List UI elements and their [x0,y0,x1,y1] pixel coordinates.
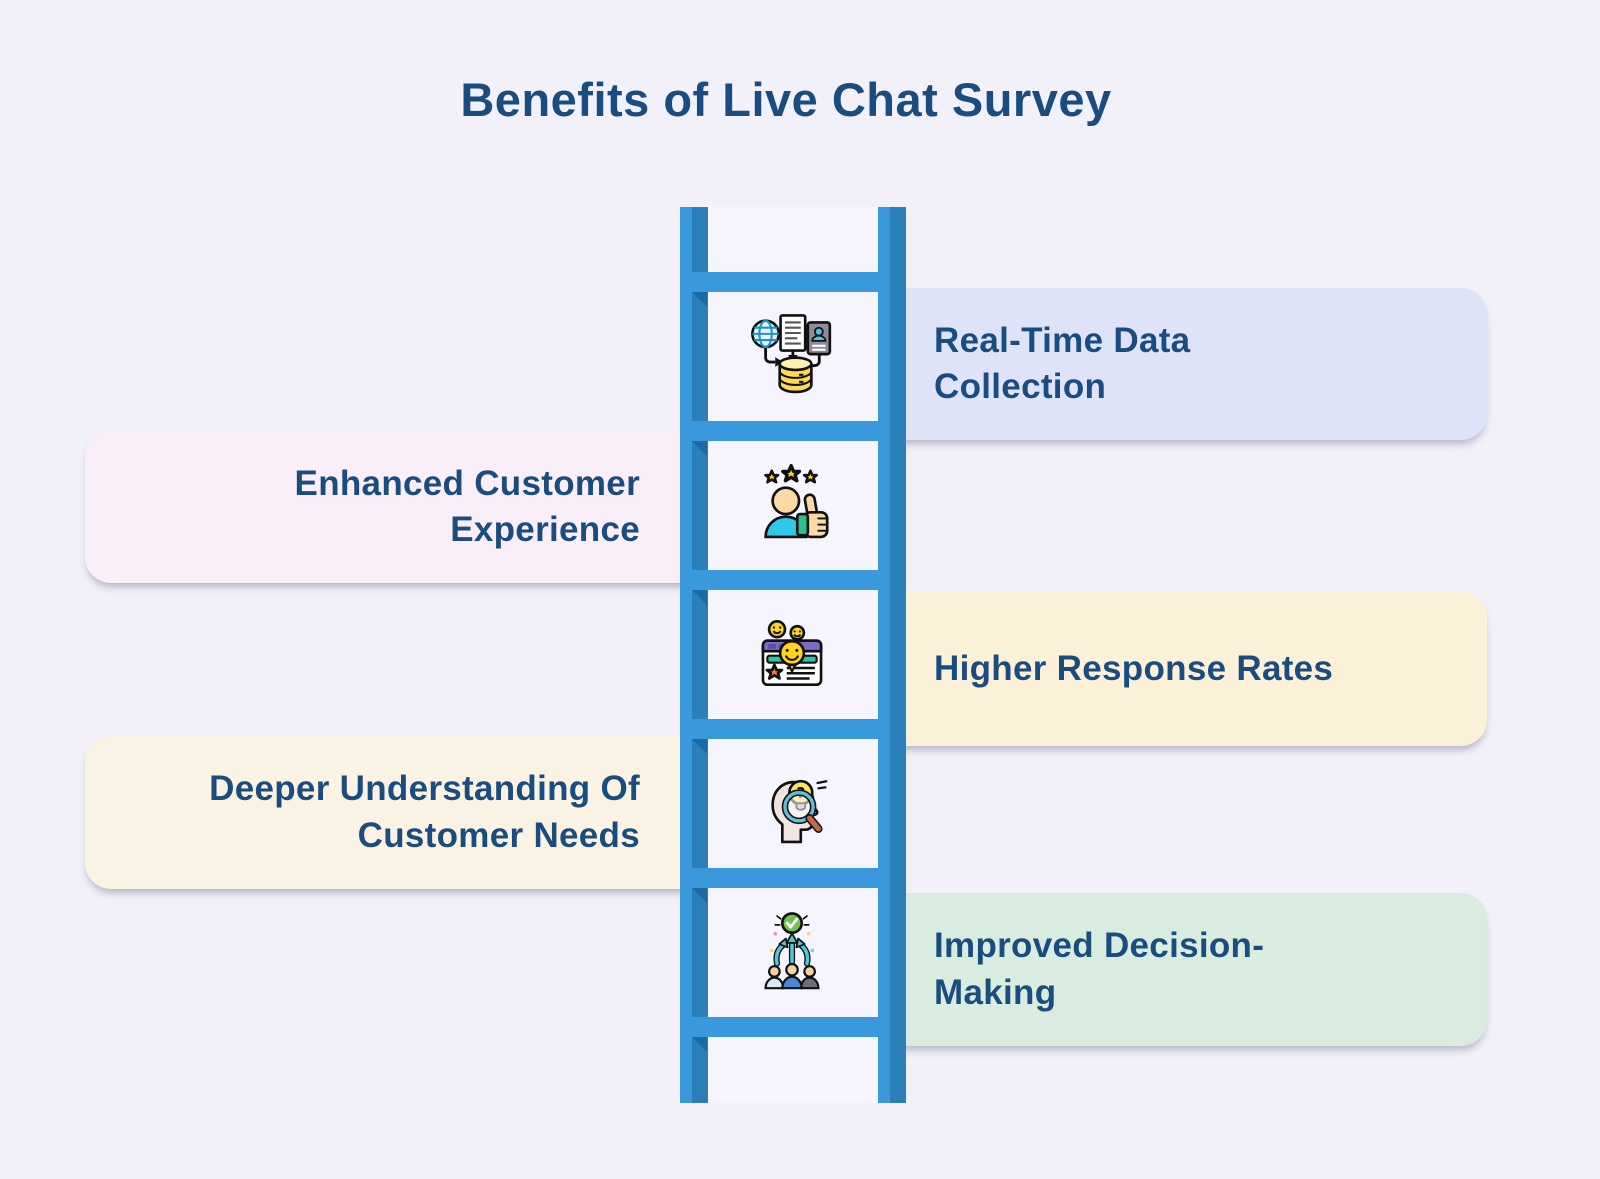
survey-feedback-icon [748,609,836,697]
ladder-rung [686,421,883,441]
benefit-card-customer-experience: Enhanced Customer Experience [85,431,708,583]
ladder-left-rail [680,207,708,1103]
benefit-label: Deeper Understanding Of Customer Needs [209,769,640,855]
team-decision-icon [748,909,836,997]
ladder-rung [686,1017,883,1037]
benefit-label: Enhanced Customer Experience [294,463,640,549]
benefit-label: Improved Decision- Making [934,926,1265,1012]
benefit-label: Higher Response Rates [934,648,1334,688]
benefit-card-customer-needs: Deeper Understanding Of Customer Needs [85,736,708,889]
benefit-label: Real-Time Data Collection [934,320,1191,406]
data-collection-icon [748,311,836,399]
customer-experience-icon [748,463,836,551]
ladder-rung [686,570,883,590]
ladder-rung [686,272,883,292]
ladder-right-rail [878,207,906,1103]
benefit-card-real-time-data: Real-Time Data Collection [872,288,1487,440]
insight-search-icon: ? [748,761,836,849]
benefit-card-decision-making: Improved Decision- Making [872,893,1487,1046]
ladder-rung [686,868,883,888]
benefit-card-response-rates: Higher Response Rates [872,592,1487,746]
ladder-rung [686,719,883,739]
page-title: Benefits of Live Chat Survey [460,73,1112,126]
